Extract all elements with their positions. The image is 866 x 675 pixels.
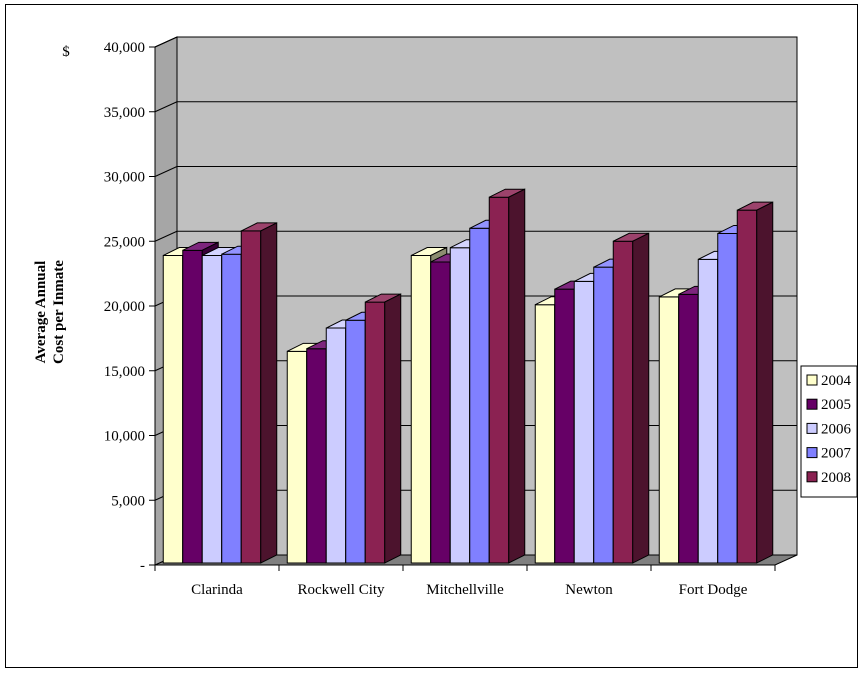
bar-front	[658, 296, 680, 564]
legend-label: 2007	[821, 446, 852, 462]
bar-front	[678, 293, 699, 564]
bar-front	[364, 301, 386, 564]
bar-front	[488, 196, 510, 564]
bar-front	[469, 227, 490, 564]
x-tick-label: Clarinda	[191, 582, 243, 598]
y-tick-label: 40,000	[104, 40, 145, 56]
gridline-side	[154, 36, 178, 48]
y-tick-label: -	[140, 558, 145, 574]
axis-labels: $ Average Annual Cost per Inmate	[33, 44, 70, 364]
bar-front	[182, 249, 203, 564]
x-tick-label: Fort Dodge	[679, 582, 748, 598]
x-axis: Clarinda Rockwell City Mitchellville Newton…	[154, 564, 776, 598]
bar-front	[240, 230, 262, 564]
y-tick-label: 25,000	[104, 234, 145, 250]
y-tick-label: 20,000	[104, 299, 145, 315]
y-tick-label: 15,000	[104, 364, 145, 380]
y-tick-label: 30,000	[104, 170, 145, 186]
bar-front	[430, 261, 451, 564]
bar-front	[306, 348, 327, 564]
bar-front	[410, 254, 432, 564]
bar-front	[554, 288, 575, 564]
legend-swatch	[806, 447, 818, 459]
bars	[162, 188, 774, 564]
legend: 2004 2005 2006 2007 2008	[800, 365, 858, 498]
bar-front	[221, 253, 242, 564]
bar-side	[384, 293, 402, 564]
bar	[364, 293, 402, 564]
bar-front	[201, 254, 223, 564]
legend-swatch	[806, 398, 818, 410]
legend-swatch	[806, 471, 818, 483]
bar-side	[756, 201, 774, 564]
bar-front	[573, 280, 595, 564]
y-axis-title-line-2: Cost per Inmate	[51, 260, 67, 364]
bar-front	[697, 258, 719, 564]
bar	[488, 188, 526, 564]
bar-front	[534, 304, 556, 564]
bar-side	[508, 188, 526, 564]
y-tick-label: 35,000	[104, 105, 145, 121]
bar	[240, 222, 278, 564]
gridline-side	[154, 230, 178, 242]
gridline-side	[154, 166, 178, 177]
bar-front	[286, 350, 308, 564]
legend-label: 2006	[821, 421, 852, 437]
bar-side	[260, 222, 278, 564]
bar-front	[736, 209, 758, 564]
legend-label: 2008	[821, 470, 851, 486]
x-tick-label: Rockwell City	[297, 582, 385, 598]
y-tick-label: 5,000	[111, 493, 145, 509]
gridline-side	[154, 101, 178, 113]
bar-front	[162, 254, 184, 564]
bar-front	[449, 247, 471, 564]
bar-front	[717, 232, 738, 564]
bar	[736, 201, 774, 564]
bar-front	[345, 319, 366, 564]
x-tick-label: Newton	[565, 582, 613, 598]
x-tick-label: Mitchellville	[426, 582, 504, 598]
bar-front	[325, 327, 347, 564]
y-axis-title-line-1: Average Annual	[33, 261, 49, 364]
y-axis: - 5,000 10,000 15,000 20,000 25,000 30,000 35,0…	[104, 40, 156, 574]
legend-swatch	[806, 374, 818, 386]
bar	[612, 232, 650, 564]
legend-label: 2004	[821, 373, 852, 389]
legend-swatch	[806, 422, 818, 434]
bar-front	[593, 266, 614, 564]
legend-label: 2005	[821, 397, 851, 413]
bar-front	[612, 240, 634, 564]
y-tick-label: 10,000	[104, 429, 145, 445]
currency-symbol: $	[62, 44, 70, 60]
bar-side	[632, 232, 650, 564]
